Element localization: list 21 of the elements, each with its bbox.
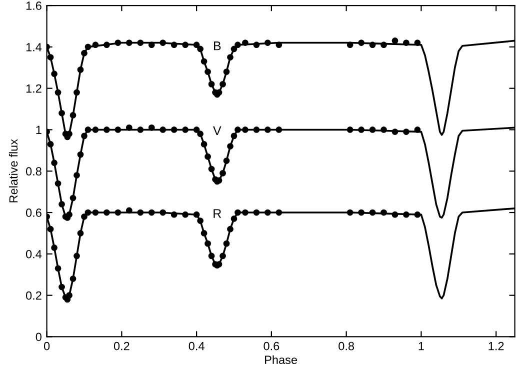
y-tick-label: 0.8: [26, 167, 42, 176]
y-axis-title: Relative flux: [8, 139, 18, 202]
y-tick-label: 0.6: [26, 208, 42, 217]
y-tick-label: 0: [36, 332, 42, 342]
x-axis-title: Phase: [265, 355, 298, 364]
y-tick-label: 1.4: [26, 43, 42, 52]
y-tick-label: 1.6: [26, 2, 42, 10]
x-tick-label: 0.4: [188, 342, 204, 350]
x-tick-label: 0: [44, 342, 50, 350]
x-tick-label: 0.8: [338, 342, 354, 350]
y-tick-label: 1: [36, 126, 42, 134]
x-tick-label: 1.2: [488, 342, 504, 350]
series-label: B: [214, 42, 221, 50]
y-tick-label: 0.2: [26, 291, 42, 300]
series-label: R: [214, 209, 222, 218]
x-tick-label: 1: [418, 342, 424, 350]
x-tick-label: 0.6: [264, 342, 280, 350]
series-label: V: [213, 126, 222, 136]
y-tick-label: 0.4: [26, 250, 42, 258]
x-tick-label: 0.2: [114, 342, 130, 350]
y-tick-label: 1.2: [26, 84, 42, 93]
